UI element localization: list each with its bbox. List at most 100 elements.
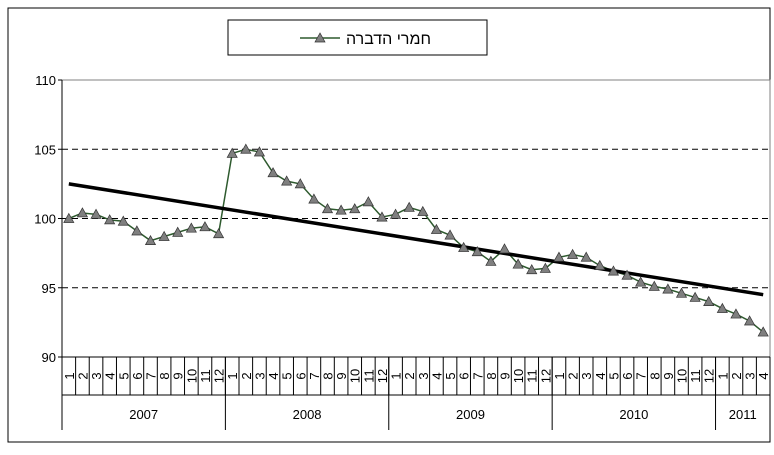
x-tick-label: 4 (429, 372, 444, 379)
marker (716, 302, 728, 313)
year-label: 2009 (456, 407, 485, 422)
marker (635, 276, 647, 287)
marker (158, 230, 170, 241)
x-tick-label: 3 (579, 372, 594, 379)
x-tick-label: 2 (566, 372, 581, 379)
x-tick-label: 5 (280, 372, 295, 379)
marker (580, 251, 592, 262)
x-tick-label: 1 (715, 372, 730, 379)
marker (539, 262, 551, 273)
x-tick-label: 6 (457, 372, 472, 379)
marker (757, 326, 769, 337)
series-line (68, 148, 764, 333)
marker (743, 315, 756, 326)
x-tick-label: 3 (416, 372, 431, 379)
x-tick-label: 5 (606, 372, 621, 379)
x-tick-label: 8 (321, 372, 336, 379)
marker (294, 178, 306, 189)
x-tick-label: 3 (89, 372, 104, 379)
x-tick-label: 4 (756, 372, 771, 379)
x-tick-label: 12 (375, 369, 390, 383)
marker (376, 211, 388, 222)
x-tick-label: 11 (688, 369, 703, 383)
x-tick-label: 6 (130, 372, 145, 379)
x-tick-label: 9 (661, 372, 676, 379)
x-tick-label: 10 (675, 369, 690, 383)
x-tick-label: 4 (593, 372, 608, 379)
x-tick-label: 2 (729, 372, 744, 379)
marker (648, 280, 660, 291)
x-tick-label: 9 (334, 372, 349, 379)
marker (417, 205, 429, 216)
marker (240, 143, 252, 154)
marker (144, 234, 157, 246)
marker (104, 214, 116, 225)
x-tick-label: 7 (144, 372, 159, 379)
x-tick-label: 12 (538, 369, 553, 383)
marker (389, 208, 402, 219)
x-tick-label: 4 (266, 372, 281, 379)
marker (403, 201, 415, 212)
x-tick-label: 10 (348, 369, 363, 383)
legend-marker (314, 32, 326, 43)
x-tick-label: 9 (498, 372, 513, 379)
year-label: 2010 (619, 407, 648, 422)
marker (212, 228, 225, 239)
x-tick-label: 8 (647, 372, 662, 379)
x-tick-label: 9 (171, 372, 186, 379)
marker (553, 251, 565, 262)
marker (76, 207, 89, 218)
x-tick-label: 2 (402, 372, 417, 379)
y-tick-label: 105 (34, 142, 56, 157)
marker (621, 269, 633, 280)
marker (594, 259, 606, 270)
x-tick-label: 11 (525, 369, 540, 383)
x-tick-label: 5 (116, 372, 131, 379)
marker (485, 255, 497, 266)
marker (662, 283, 674, 294)
y-tick-label: 90 (42, 350, 56, 365)
x-tick-label: 1 (62, 372, 77, 379)
marker (185, 222, 197, 233)
x-tick-label: 2 (75, 372, 90, 379)
marker (471, 246, 483, 257)
y-tick-label: 100 (34, 212, 56, 227)
marker (63, 212, 75, 223)
marker (321, 203, 334, 214)
x-tick-label: 12 (212, 369, 227, 383)
x-tick-label: 1 (225, 372, 240, 379)
x-tick-label: 1 (389, 372, 404, 379)
y-tick-label: 110 (35, 73, 56, 88)
marker (349, 203, 361, 214)
x-tick-label: 6 (293, 372, 308, 379)
marker (267, 167, 279, 178)
marker (90, 208, 102, 219)
marker (117, 215, 129, 226)
marker (430, 223, 443, 234)
marker (512, 258, 524, 269)
marker (226, 147, 238, 158)
x-tick-label: 12 (702, 369, 717, 383)
marker (689, 291, 701, 302)
year-label: 2011 (729, 407, 757, 422)
x-tick-label: 11 (361, 369, 376, 383)
marker (199, 221, 211, 232)
x-tick-label: 7 (307, 372, 322, 379)
marker (675, 287, 688, 298)
x-tick-label: 11 (198, 369, 213, 383)
marker (281, 175, 293, 186)
x-tick-label: 5 (443, 372, 458, 379)
marker (444, 229, 456, 240)
marker (131, 225, 143, 236)
x-tick-label: 1 (552, 372, 567, 379)
marker (362, 196, 374, 207)
x-tick-label: 10 (511, 369, 526, 383)
legend-label: חמרי הדברה (346, 31, 431, 48)
year-label: 2008 (293, 407, 322, 422)
x-tick-label: 2 (239, 372, 254, 379)
marker (703, 295, 715, 306)
marker (526, 264, 538, 275)
marker (607, 265, 620, 276)
